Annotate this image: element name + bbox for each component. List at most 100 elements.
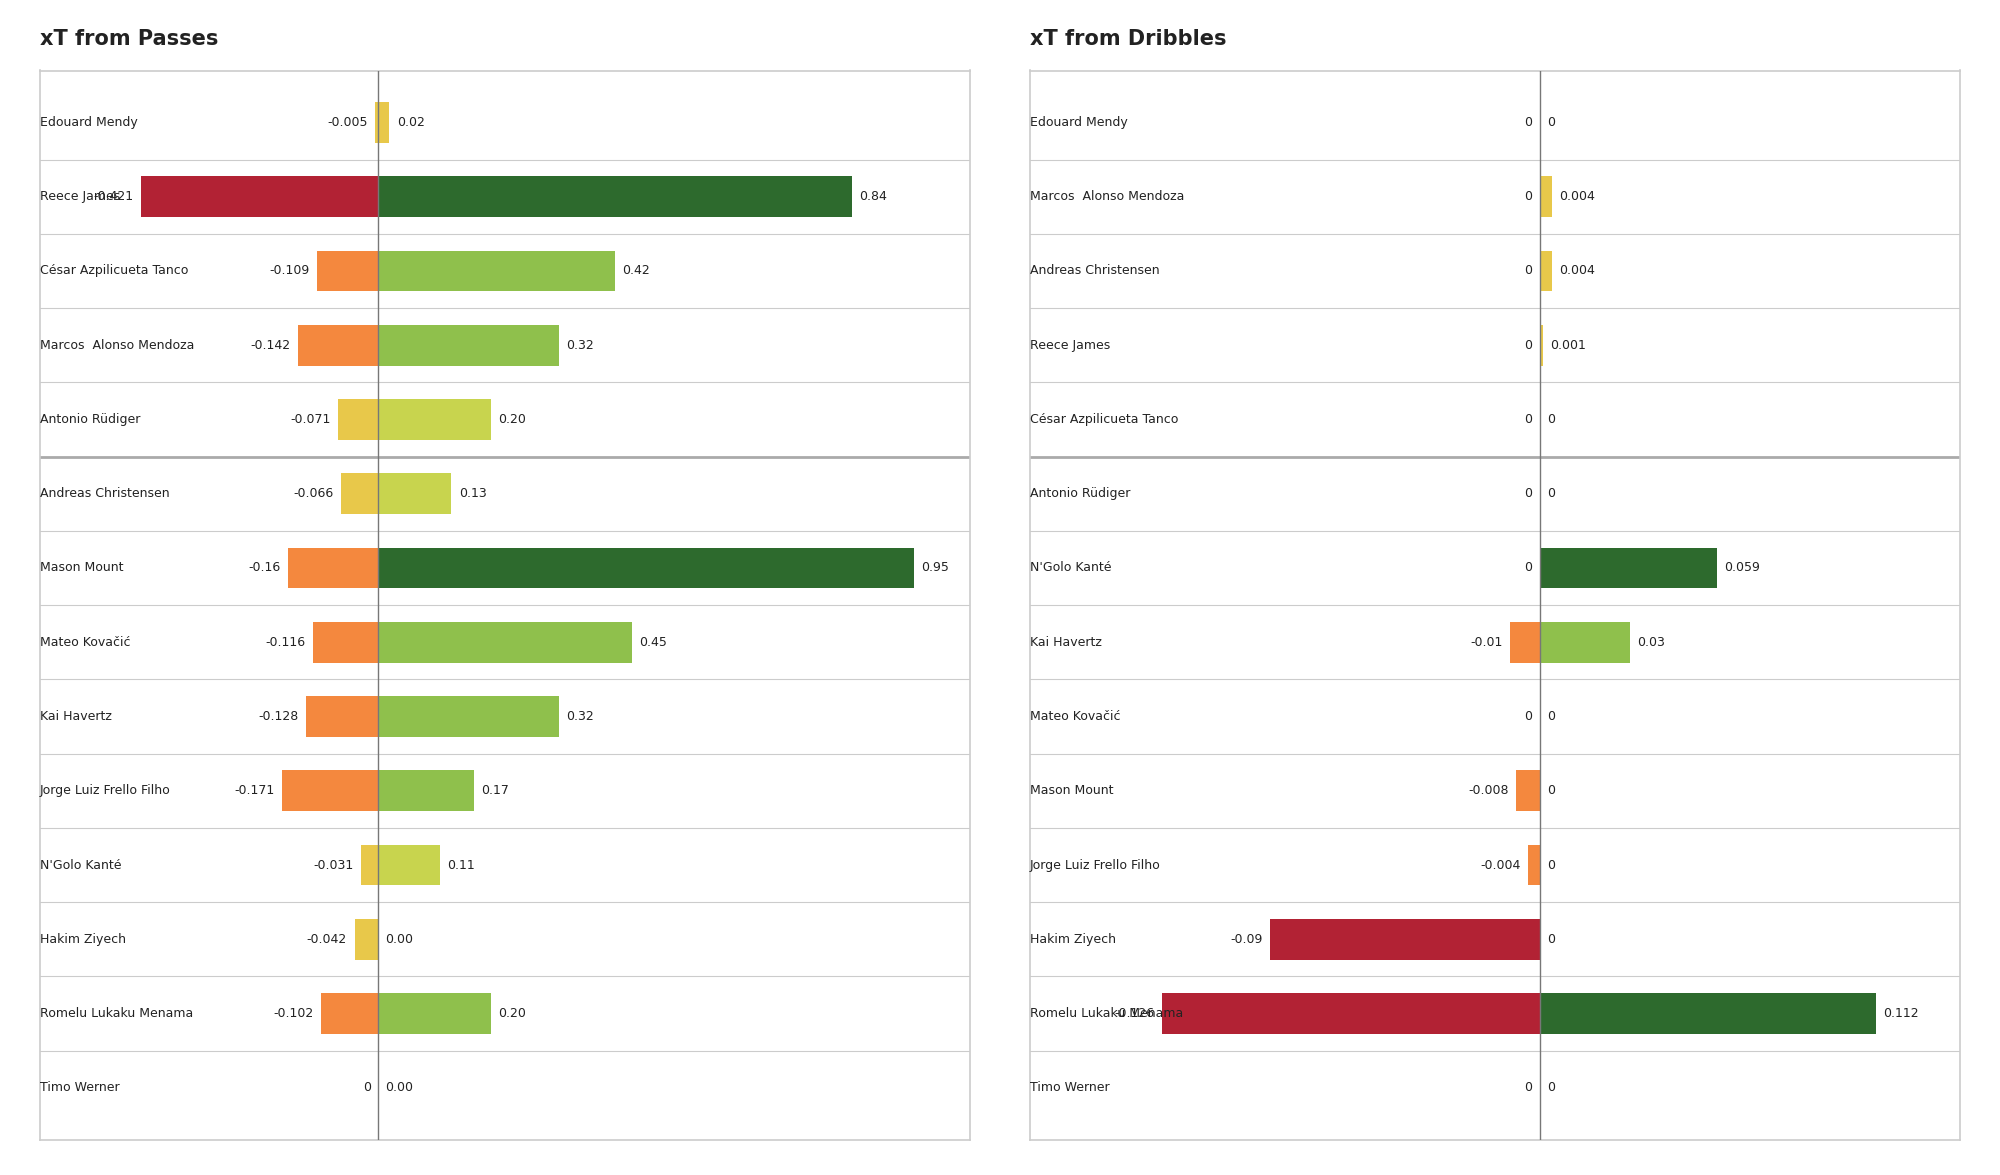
- Text: 0: 0: [1524, 488, 1532, 501]
- Bar: [340, 474, 378, 515]
- Text: 0: 0: [1548, 859, 1556, 872]
- Bar: [378, 548, 914, 589]
- Text: N'Golo Kanté: N'Golo Kanté: [40, 859, 122, 872]
- Text: -0.128: -0.128: [258, 710, 298, 723]
- Bar: [378, 102, 390, 143]
- Text: Reece James: Reece James: [40, 190, 120, 203]
- Text: 0: 0: [1548, 784, 1556, 798]
- Text: Hakim Ziyech: Hakim Ziyech: [1030, 933, 1116, 946]
- Bar: [378, 176, 852, 217]
- Text: Kai Havertz: Kai Havertz: [40, 710, 112, 723]
- Text: 0: 0: [1548, 116, 1556, 129]
- Text: Mason Mount: Mason Mount: [1030, 784, 1114, 798]
- Text: Edouard Mendy: Edouard Mendy: [1030, 116, 1128, 129]
- Text: 0: 0: [1548, 488, 1556, 501]
- Text: -0.042: -0.042: [306, 933, 348, 946]
- Text: 0: 0: [1548, 1081, 1556, 1094]
- Bar: [378, 400, 490, 439]
- Bar: [1510, 622, 1540, 663]
- Bar: [376, 102, 378, 143]
- Text: 0.84: 0.84: [860, 190, 886, 203]
- Bar: [306, 696, 378, 737]
- Bar: [140, 176, 378, 217]
- Bar: [378, 622, 632, 663]
- Text: -0.171: -0.171: [234, 784, 274, 798]
- Text: -0.071: -0.071: [290, 412, 330, 427]
- Text: xT from Dribbles: xT from Dribbles: [1030, 29, 1226, 49]
- Text: Antonio Rüdiger: Antonio Rüdiger: [40, 412, 140, 427]
- Bar: [354, 919, 378, 960]
- Text: 0.20: 0.20: [498, 1007, 526, 1020]
- Bar: [1540, 250, 1552, 291]
- Text: Timo Werner: Timo Werner: [1030, 1081, 1110, 1094]
- Text: 0: 0: [1524, 338, 1532, 351]
- Text: 0: 0: [1524, 562, 1532, 575]
- Text: Mateo Kovačić: Mateo Kovačić: [40, 636, 130, 649]
- Text: Mason Mount: Mason Mount: [40, 562, 124, 575]
- Text: -0.004: -0.004: [1480, 859, 1520, 872]
- Bar: [1270, 919, 1540, 960]
- Bar: [1516, 771, 1540, 811]
- Text: 0.45: 0.45: [640, 636, 668, 649]
- Text: 0: 0: [362, 1081, 370, 1094]
- Text: 0.32: 0.32: [566, 338, 594, 351]
- Text: N'Golo Kanté: N'Golo Kanté: [1030, 562, 1112, 575]
- Text: 0.20: 0.20: [498, 412, 526, 427]
- Text: Mateo Kovačić: Mateo Kovačić: [1030, 710, 1120, 723]
- Text: Edouard Mendy: Edouard Mendy: [40, 116, 138, 129]
- Text: 0: 0: [1524, 190, 1532, 203]
- Bar: [316, 250, 378, 291]
- Text: xT from Passes: xT from Passes: [40, 29, 218, 49]
- Bar: [338, 400, 378, 439]
- Text: César Azpilicueta Tanco: César Azpilicueta Tanco: [1030, 412, 1178, 427]
- Text: 0.13: 0.13: [458, 488, 486, 501]
- Bar: [282, 771, 378, 811]
- Text: -0.142: -0.142: [250, 338, 290, 351]
- Text: 0: 0: [1524, 116, 1532, 129]
- Bar: [378, 474, 452, 515]
- Bar: [378, 993, 490, 1034]
- Text: -0.008: -0.008: [1468, 784, 1508, 798]
- Bar: [298, 324, 378, 365]
- Bar: [1162, 993, 1540, 1034]
- Bar: [320, 993, 378, 1034]
- Text: 0.059: 0.059: [1724, 562, 1760, 575]
- Text: Jorge Luiz Frello Filho: Jorge Luiz Frello Filho: [40, 784, 170, 798]
- Text: Kai Havertz: Kai Havertz: [1030, 636, 1102, 649]
- Text: -0.005: -0.005: [328, 116, 368, 129]
- Bar: [1528, 845, 1540, 886]
- Text: 0.001: 0.001: [1550, 338, 1586, 351]
- Text: Andreas Christensen: Andreas Christensen: [1030, 264, 1160, 277]
- Text: 0: 0: [1524, 412, 1532, 427]
- Bar: [312, 622, 378, 663]
- Text: 0: 0: [1548, 412, 1556, 427]
- Text: 0.42: 0.42: [622, 264, 650, 277]
- Text: 0: 0: [1524, 264, 1532, 277]
- Text: Marcos  Alonso Mendoza: Marcos Alonso Mendoza: [1030, 190, 1184, 203]
- Text: Antonio Rüdiger: Antonio Rüdiger: [1030, 488, 1130, 501]
- Text: César Azpilicueta Tanco: César Azpilicueta Tanco: [40, 264, 188, 277]
- Bar: [378, 696, 558, 737]
- Bar: [378, 250, 614, 291]
- Text: 0: 0: [1548, 933, 1556, 946]
- Text: -0.031: -0.031: [314, 859, 354, 872]
- Text: -0.421: -0.421: [94, 190, 134, 203]
- Text: 0.004: 0.004: [1560, 190, 1596, 203]
- Bar: [378, 324, 558, 365]
- Text: 0.00: 0.00: [386, 933, 414, 946]
- Text: -0.102: -0.102: [274, 1007, 314, 1020]
- Bar: [378, 845, 440, 886]
- Text: Marcos  Alonso Mendoza: Marcos Alonso Mendoza: [40, 338, 194, 351]
- Text: 0.02: 0.02: [396, 116, 424, 129]
- Text: Reece James: Reece James: [1030, 338, 1110, 351]
- Text: 0.11: 0.11: [448, 859, 476, 872]
- Bar: [1540, 324, 1544, 365]
- Text: -0.066: -0.066: [294, 488, 334, 501]
- Text: 0: 0: [1548, 710, 1556, 723]
- Text: 0.112: 0.112: [1884, 1007, 1920, 1020]
- Bar: [1540, 993, 1876, 1034]
- Text: Romelu Lukaku Menama: Romelu Lukaku Menama: [1030, 1007, 1184, 1020]
- Text: -0.126: -0.126: [1114, 1007, 1154, 1020]
- Bar: [1540, 548, 1716, 589]
- Text: 0.004: 0.004: [1560, 264, 1596, 277]
